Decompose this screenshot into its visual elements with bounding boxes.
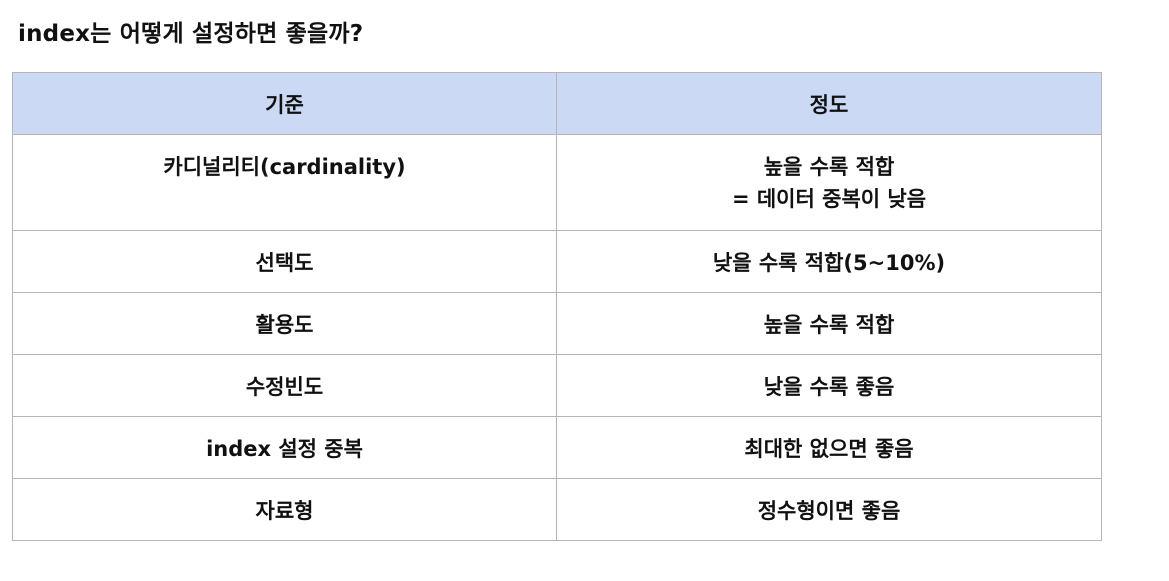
- table-row: index 설정 중복 최대한 없으면 좋음: [12, 416, 1102, 479]
- degree-cell: 정수형이면 좋음: [556, 478, 1102, 541]
- table-row: 수정빈도 낮을 수록 좋음: [12, 354, 1102, 417]
- table-row: 선택도 낮을 수록 적합(5~10%): [12, 230, 1102, 293]
- degree-line: 높을 수록 적합: [763, 154, 895, 179]
- table-row: 카디널리티(cardinality) 높을 수록 적합 = 데이터 중복이 낮음: [12, 134, 1102, 231]
- criterion-cell: 자료형: [12, 478, 557, 541]
- header-degree: 정도: [556, 72, 1102, 135]
- table-row: 자료형 정수형이면 좋음: [12, 478, 1102, 541]
- table-row: 활용도 높을 수록 적합: [12, 292, 1102, 355]
- degree-cell: 최대한 없으면 좋음: [556, 416, 1102, 479]
- degree-cell: 낮을 수록 좋음: [556, 354, 1102, 417]
- index-criteria-table: 기준 정도 카디널리티(cardinality) 높을 수록 적합 = 데이터 …: [12, 72, 1102, 541]
- table-header-row: 기준 정도: [12, 72, 1102, 135]
- criterion-cell: 선택도: [12, 230, 557, 293]
- header-criterion: 기준: [12, 72, 557, 135]
- degree-cell: 높을 수록 적합: [556, 292, 1102, 355]
- criterion-cell: 카디널리티(cardinality): [12, 134, 557, 231]
- degree-cell: 높을 수록 적합 = 데이터 중복이 낮음: [556, 134, 1102, 231]
- criterion-cell: 수정빈도: [12, 354, 557, 417]
- degree-line: = 데이터 중복이 낮음: [731, 186, 927, 211]
- criterion-cell: index 설정 중복: [12, 416, 557, 479]
- page-title: index는 어떻게 설정하면 좋을까?: [18, 21, 364, 47]
- degree-cell: 낮을 수록 적합(5~10%): [556, 230, 1102, 293]
- criterion-cell: 활용도: [12, 292, 557, 355]
